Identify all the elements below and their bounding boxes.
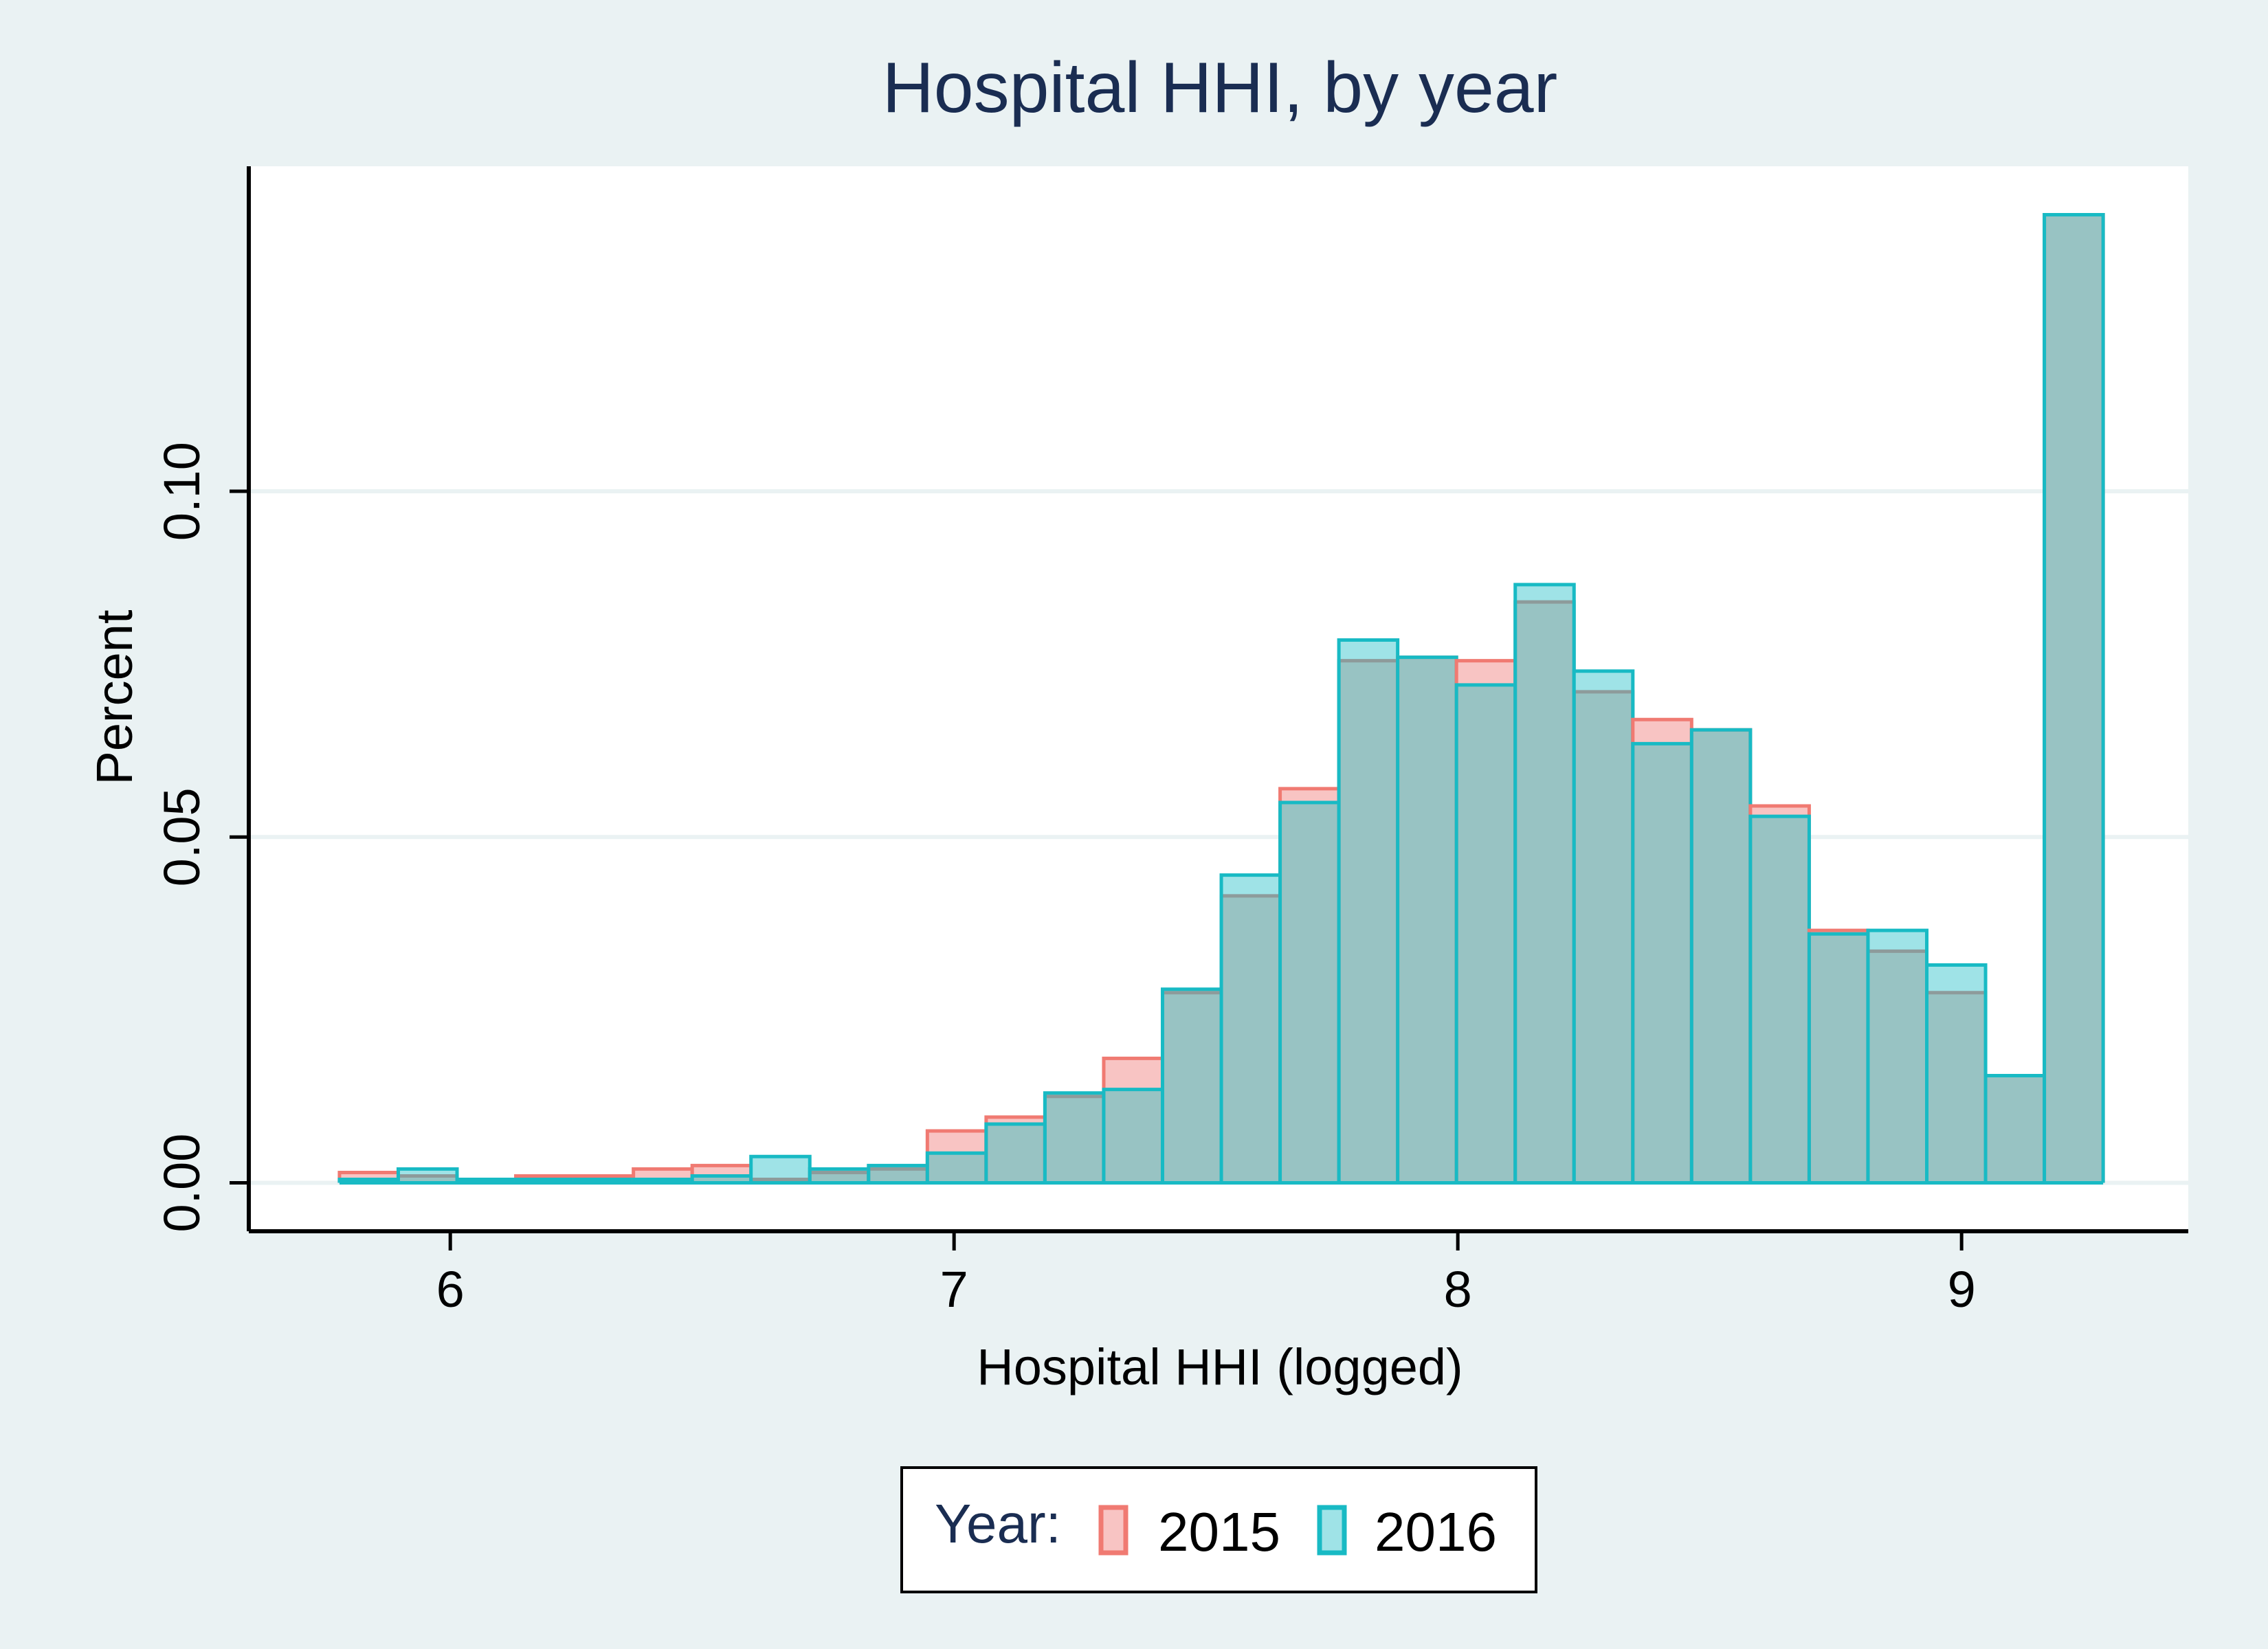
y-tick-label-0: 0.00 (153, 1134, 210, 1233)
bar-overlap-18 (1397, 657, 1457, 1183)
bar-overlap-24 (1750, 816, 1810, 1183)
bar-overlap-21 (1574, 691, 1633, 1183)
bar-overlap-11 (986, 1123, 1045, 1183)
bar-2016-excess-20 (1515, 584, 1575, 603)
bar-overlap-29 (2044, 214, 2104, 1183)
bar-2015-excess-10 (927, 1131, 986, 1154)
bar-overlap-27 (1926, 992, 1986, 1183)
bar-overlap-25 (1809, 934, 1868, 1183)
bar-overlap-6 (692, 1176, 751, 1183)
x-axis-ticks: 6 7 8 9 (436, 1231, 1976, 1318)
bar-overlap-8 (810, 1172, 869, 1183)
bar-overlap-4 (575, 1179, 634, 1183)
bar-overlap-1 (398, 1176, 458, 1183)
bar-overlap-2 (457, 1179, 516, 1183)
legend-label-2016: 2016 (1375, 1501, 1497, 1562)
bar-2016-excess-27 (1926, 965, 1986, 993)
x-tick-label-2: 8 (1444, 1261, 1472, 1318)
bar-2015-excess-4 (575, 1176, 634, 1180)
chart-title: Hospital HHI, by year (882, 48, 1558, 128)
bar-2016-excess-1 (398, 1169, 458, 1176)
bar-2015-excess-16 (1280, 788, 1339, 803)
bar-overlap-28 (1986, 1075, 2045, 1183)
bar-2016-excess-7 (751, 1156, 810, 1180)
legend-title: Year: (935, 1493, 1061, 1554)
bar-2015-excess-3 (515, 1176, 575, 1180)
bar-2016-excess-21 (1574, 671, 1633, 692)
bar-2015-excess-24 (1750, 806, 1810, 817)
bar-overlap-0 (339, 1179, 399, 1183)
bar-2016-outline-27 (1925, 963, 1988, 1183)
legend: Year: 2015 2016 (900, 1466, 1537, 1593)
bar-overlap-9 (868, 1169, 928, 1183)
bar-overlap-19 (1456, 684, 1515, 1183)
y-tick-label-1: 0.05 (153, 787, 210, 886)
bar-overlap-7 (751, 1179, 810, 1183)
bar-overlap-14 (1162, 992, 1222, 1183)
bar-2016-excess-8 (810, 1169, 869, 1173)
bar-2015-excess-0 (339, 1172, 399, 1180)
bar-overlap-10 (927, 1153, 986, 1183)
bar-2016-excess-15 (1221, 875, 1280, 896)
bar-2015-excess-5 (633, 1169, 693, 1180)
legend-box (900, 1466, 1537, 1593)
bar-2015-excess-25 (1809, 930, 1868, 934)
bar-2015-excess-19 (1456, 660, 1515, 685)
legend-label-2015: 2015 (1158, 1501, 1280, 1562)
bar-2015-excess-22 (1632, 719, 1692, 744)
bar-overlap-5 (633, 1179, 693, 1183)
bars-group (337, 212, 2105, 1185)
bar-overlap-12 (1045, 1096, 1104, 1183)
y-axis-label: Percent (86, 609, 143, 785)
bar-overlap-17 (1339, 660, 1398, 1183)
bar-overlap-20 (1515, 602, 1575, 1183)
bar-overlap-3 (515, 1179, 575, 1183)
bar-2016-excess-14 (1162, 989, 1222, 993)
bar-2015-excess-6 (692, 1165, 751, 1176)
bar-overlap-23 (1691, 730, 1750, 1183)
legend-swatch-2016 (1317, 1505, 1347, 1556)
bar-2015-excess-13 (1103, 1058, 1163, 1090)
bar-2016-outline-29 (2043, 212, 2105, 1183)
bar-overlap-16 (1280, 802, 1339, 1183)
bar-2016-excess-26 (1867, 930, 1927, 952)
bar-overlap-26 (1867, 951, 1927, 1183)
y-axis-ticks: 0.00 0.05 0.10 (153, 442, 249, 1233)
legend-swatch-2015 (1098, 1505, 1129, 1556)
bar-2016-outline-1 (396, 1167, 459, 1183)
bar-2016-excess-12 (1045, 1092, 1104, 1097)
y-tick-label-2: 0.10 (153, 442, 210, 541)
bar-overlap-13 (1103, 1089, 1163, 1183)
bar-2015-excess-11 (986, 1117, 1045, 1124)
x-axis-label: Hospital HHI (logged) (977, 1338, 1463, 1395)
x-tick-label-3: 9 (1948, 1261, 1976, 1318)
x-tick-label-1: 7 (940, 1261, 968, 1318)
x-tick-label-0: 6 (436, 1261, 465, 1318)
bar-2016-excess-17 (1339, 640, 1398, 661)
bar-overlap-15 (1221, 895, 1280, 1183)
bar-2016-excess-9 (868, 1165, 928, 1169)
bar-overlap-22 (1632, 743, 1692, 1183)
